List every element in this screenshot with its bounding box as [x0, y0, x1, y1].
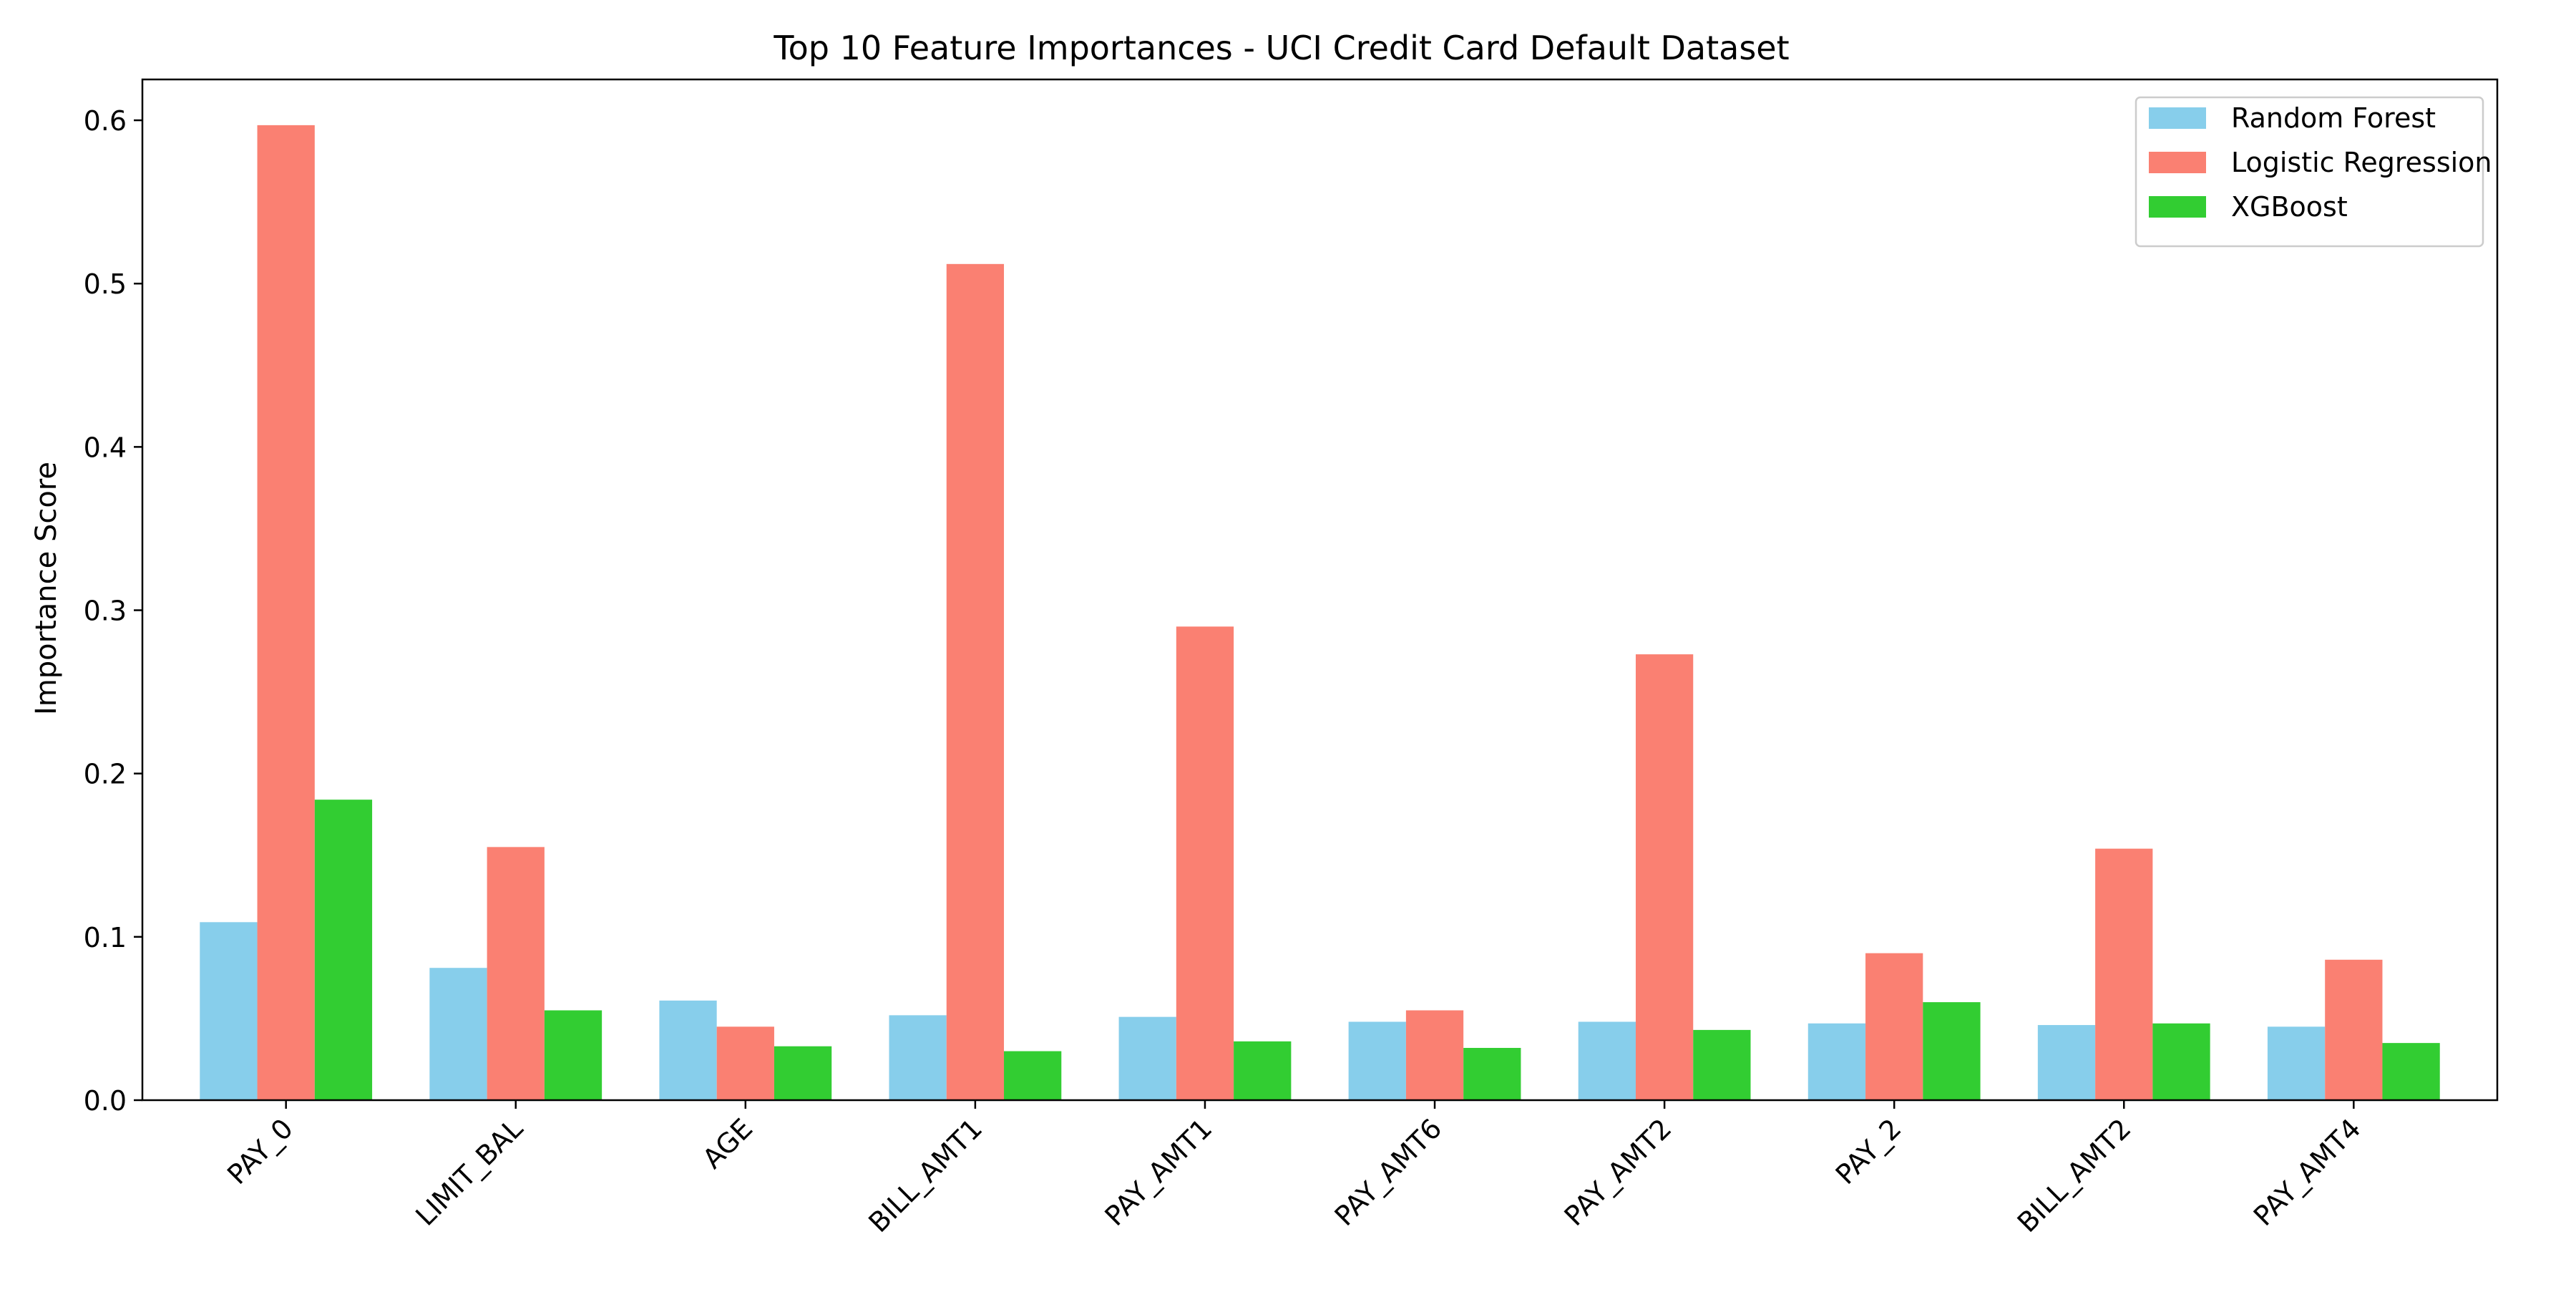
y-tick-label: 0.3: [84, 596, 127, 627]
bar-logistic-regression-pay_amt1: [1176, 626, 1234, 1100]
bar-xgboost-bill_amt2: [2152, 1023, 2210, 1100]
y-axis-label: Importance Score: [30, 462, 63, 715]
legend-label: Random Forest: [2231, 102, 2436, 134]
legend-swatch: [2149, 152, 2206, 173]
bar-xgboost-bill_amt1: [1004, 1051, 1062, 1100]
bar-xgboost-limit_bal: [544, 1010, 602, 1100]
bar-logistic-regression-age: [716, 1026, 774, 1100]
y-tick-label: 0.4: [84, 432, 127, 463]
legend: Random Forest Logistic Regression XGBoost: [2135, 96, 2492, 248]
y-tick-label: 0.0: [84, 1085, 127, 1117]
bar-xgboost-pay_amt4: [2382, 1043, 2440, 1100]
plot-frame: [141, 78, 2499, 1102]
bar-logistic-regression-limit_bal: [487, 847, 545, 1100]
legend-box: [2135, 96, 2484, 248]
bar-logistic-regression-pay_amt6: [1405, 1010, 1464, 1100]
bar-logistic-regression-pay_2: [1865, 953, 1923, 1100]
bars-layer: [200, 125, 2440, 1100]
y-tick-label: 0.1: [84, 922, 127, 953]
legend-swatch: [2149, 196, 2206, 218]
bar-random-forest-pay_amt6: [1348, 1021, 1406, 1100]
y-tick-label: 0.6: [84, 105, 127, 137]
bar-logistic-regression-pay_0: [257, 125, 315, 1100]
bar-logistic-regression-bill_amt1: [946, 263, 1005, 1100]
bar-random-forest-age: [659, 1000, 717, 1100]
y-ticks-layer: 0.0 0.1 0.2 0.3 0.4 0.5 0.6: [84, 105, 142, 1117]
bar-xgboost-pay_amt2: [1693, 1029, 1751, 1100]
bar-random-forest-pay_amt1: [1118, 1016, 1176, 1100]
bar-random-forest-bill_amt1: [889, 1015, 947, 1100]
bar-xgboost-pay_2: [1923, 1002, 1981, 1100]
bar-random-forest-pay_2: [1807, 1023, 1866, 1100]
bar-logistic-regression-bill_amt2: [2095, 848, 2153, 1100]
legend-label: XGBoost: [2231, 191, 2348, 223]
bar-random-forest-bill_amt2: [2037, 1025, 2096, 1100]
bar-xgboost-pay_amt6: [1463, 1047, 1521, 1100]
y-tick-label: 0.2: [84, 759, 127, 790]
chart-title: Top 10 Feature Importances - UCI Credit …: [773, 29, 1789, 67]
bar-random-forest-pay_amt2: [1578, 1021, 1636, 1100]
bar-logistic-regression-pay_amt4: [2325, 959, 2383, 1100]
bar-random-forest-limit_bal: [429, 968, 487, 1100]
legend-swatch: [2149, 107, 2206, 129]
bar-random-forest-pay_0: [200, 922, 258, 1100]
legend-label: Logistic Regression: [2231, 147, 2492, 178]
axes-layer: [141, 78, 2499, 1102]
bar-logistic-regression-pay_amt2: [1635, 654, 1694, 1100]
y-tick-label: 0.5: [84, 268, 127, 300]
bar-xgboost-pay_0: [314, 800, 373, 1100]
bar-random-forest-pay_amt4: [2267, 1026, 2326, 1100]
bar-xgboost-pay_amt1: [1234, 1041, 1292, 1100]
bar-xgboost-age: [774, 1046, 832, 1100]
